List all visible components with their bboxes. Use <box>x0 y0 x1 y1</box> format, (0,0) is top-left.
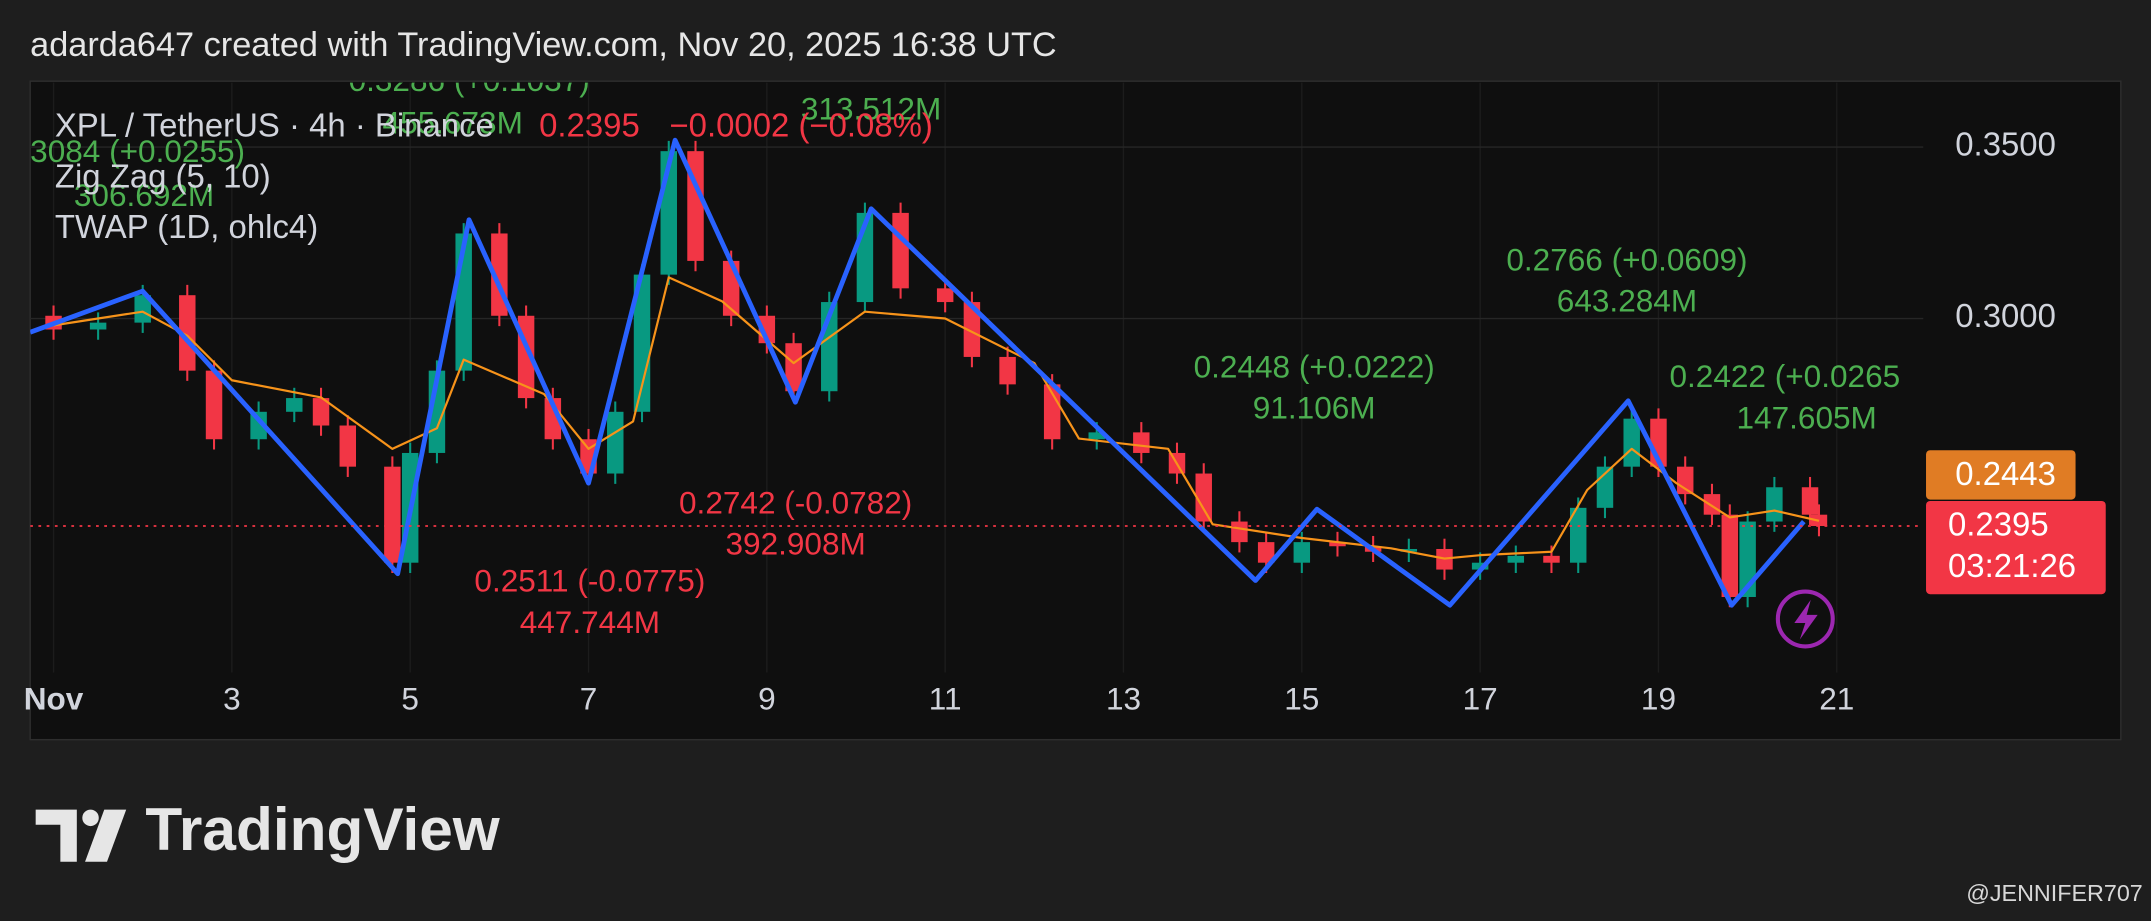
annotation: 0.2448 (+0.0222) <box>1194 349 1435 385</box>
logo-mark-v <box>85 809 127 862</box>
countdown-label: 03:21:26 <box>1948 547 2076 584</box>
annotation: 91.106M <box>1253 390 1376 426</box>
candle-body <box>785 343 802 392</box>
candle-body <box>936 288 954 303</box>
candle-body <box>1195 473 1212 522</box>
annotations: 0.3286 (+0.1037) 455.673M 3084 (+0.0255)… <box>30 62 1900 640</box>
candle-body <box>1703 494 1721 515</box>
plot-frame <box>29 80 2122 741</box>
candle-body <box>892 212 909 289</box>
legend-title: XPL / TetherUS · 4h · Binance <box>55 107 494 144</box>
x-tick-label: Nov <box>24 681 84 717</box>
x-tick-label: 7 <box>580 681 598 717</box>
annotation: 3084 (+0.0255) <box>30 133 245 169</box>
twap-line <box>53 276 1820 560</box>
legend-change: −0.0002 (−0.08%) <box>669 107 932 144</box>
zigzag-line <box>30 137 1806 608</box>
icon-ring <box>1775 589 1835 649</box>
candle-body <box>1471 562 1489 570</box>
y-tick-label: 0.3000 <box>1955 297 2056 334</box>
plot-area <box>30 137 1924 608</box>
last-price-badge <box>1926 500 2106 595</box>
candle-body <box>286 398 303 412</box>
twap-badge-label: 0.2443 <box>1955 455 2056 492</box>
credit: @JENNIFER707 <box>1966 880 2143 906</box>
candle-body <box>339 425 357 467</box>
candle-body <box>1721 514 1739 597</box>
x-tick-label: 3 <box>223 681 241 717</box>
annotation: 643.284M <box>1557 283 1697 319</box>
annotation: 0.2742 (-0.0782) <box>679 484 912 520</box>
x-tick-label: 9 <box>758 681 776 717</box>
legend-zigzag: Zig Zag (5, 10) <box>55 157 271 194</box>
logo-mark-dot <box>82 809 99 827</box>
x-tick-label: 17 <box>1463 681 1498 717</box>
x-tick-label: 13 <box>1106 681 1141 717</box>
logo-text: TradingView <box>145 795 500 863</box>
legend: XPL / TetherUS · 4h · Binance 0.2395 −0.… <box>55 107 933 246</box>
candle-body <box>1400 548 1418 552</box>
candle-body <box>607 411 624 474</box>
x-tick-label: 11 <box>929 681 962 717</box>
annotation: 306.692M <box>74 177 214 213</box>
candle-body <box>1231 521 1248 543</box>
legend-price: 0.2395 <box>539 107 640 144</box>
candle-body <box>633 274 651 412</box>
annotation: 0.2422 (+0.0265 <box>1669 358 1900 394</box>
last-price-label: 0.2395 <box>1948 506 2049 543</box>
annotation: 447.744M <box>520 604 660 640</box>
annotation: 0.3286 (+0.1037) <box>349 62 590 98</box>
candle-body <box>312 398 330 426</box>
legend-twap: TWAP (1D, ohlc4) <box>55 208 318 245</box>
price-badges: 0.2443 0.2395 03:21:26 <box>1926 450 2106 595</box>
candle-body <box>722 260 740 316</box>
twap-badge <box>1926 450 2076 500</box>
annotation: 455.673M <box>383 104 523 140</box>
annotation: 313.512M <box>801 91 941 127</box>
logo-mark-t <box>35 809 77 862</box>
candle-body <box>1507 555 1525 563</box>
x-tick-label: 5 <box>401 681 419 717</box>
candle-body <box>1543 555 1560 563</box>
candle-body <box>1133 432 1150 453</box>
footer-logo: TradingView <box>35 795 501 863</box>
annotation: 147.605M <box>1737 399 1877 435</box>
candle-body <box>1623 418 1640 467</box>
annotation: 392.908M <box>725 526 865 562</box>
candle-body <box>1569 507 1587 563</box>
candle-body <box>1801 487 1819 515</box>
candle-body <box>1739 521 1756 597</box>
candle-body <box>1766 487 1783 522</box>
candle-body <box>205 370 223 440</box>
lightning-icon <box>1775 589 1835 649</box>
candle-body <box>250 411 267 440</box>
annotation: 0.2766 (+0.0609) <box>1506 242 1747 278</box>
x-tick-label: 19 <box>1641 681 1676 717</box>
x-tick-label: 21 <box>1819 681 1854 717</box>
candle-body <box>89 322 107 330</box>
candle-body <box>963 302 981 357</box>
x-tick-label: 15 <box>1284 681 1319 717</box>
candle-body <box>1293 542 1311 563</box>
candle-body <box>1257 542 1275 563</box>
candle-body <box>1329 542 1346 547</box>
candle-body <box>179 295 196 371</box>
icon-bolt <box>1794 599 1818 640</box>
y-tick-label: 0.3500 <box>1955 126 2056 163</box>
annotation: 0.2511 (-0.0775) <box>474 563 705 599</box>
grid <box>30 82 1924 673</box>
candle-body <box>999 356 1016 385</box>
candle-body <box>134 295 151 323</box>
candle-body <box>1088 432 1105 440</box>
candle-body <box>384 466 401 563</box>
header: adarda647 created with TradingView.com, … <box>30 26 1057 64</box>
